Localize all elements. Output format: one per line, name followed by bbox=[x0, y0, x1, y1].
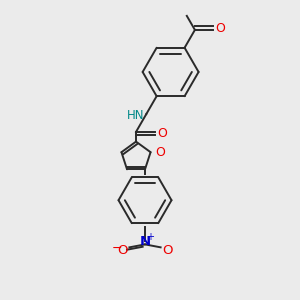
Text: O: O bbox=[162, 244, 172, 257]
Text: N: N bbox=[140, 235, 151, 248]
Text: HN: HN bbox=[127, 109, 144, 122]
Text: O: O bbox=[158, 127, 167, 140]
Text: O: O bbox=[118, 244, 128, 257]
Text: O: O bbox=[215, 22, 225, 34]
Text: −: − bbox=[112, 242, 122, 255]
Text: O: O bbox=[155, 146, 165, 159]
Text: +: + bbox=[146, 232, 154, 242]
